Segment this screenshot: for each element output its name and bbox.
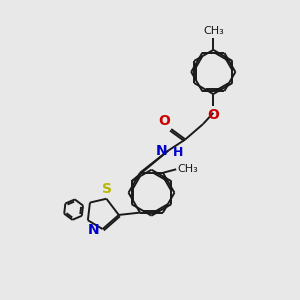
Text: H: H — [173, 146, 183, 159]
Text: N: N — [87, 223, 99, 237]
Text: CH₃: CH₃ — [203, 26, 224, 36]
Text: N: N — [155, 144, 167, 158]
Text: O: O — [158, 114, 170, 128]
Text: O: O — [207, 108, 219, 122]
Text: S: S — [102, 182, 112, 197]
Text: CH₃: CH₃ — [177, 164, 198, 174]
